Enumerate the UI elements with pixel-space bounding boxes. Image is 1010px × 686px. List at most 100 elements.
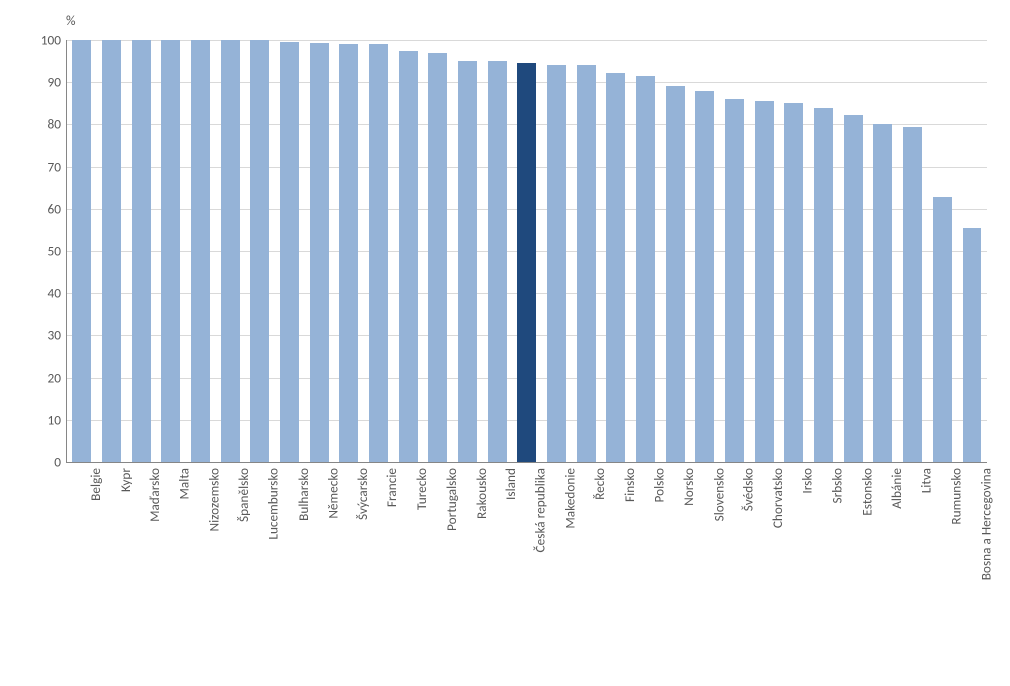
bar xyxy=(606,73,625,462)
bar xyxy=(161,40,180,462)
x-tick-label: Island xyxy=(502,468,519,500)
bar xyxy=(725,99,744,462)
y-axis-unit: % xyxy=(66,12,76,29)
x-tick-label: Albánie xyxy=(888,468,905,509)
bar xyxy=(280,42,299,462)
bar-slot xyxy=(423,40,453,462)
bar-slot xyxy=(156,40,186,462)
bar-chart: 0102030405060708090100%BelgieKyprMaďarsk… xyxy=(0,0,1010,686)
bar xyxy=(250,40,269,462)
bar xyxy=(636,76,655,462)
x-tick-label: Česká republika xyxy=(532,468,549,552)
bar-slot xyxy=(868,40,898,462)
bar-slot xyxy=(215,40,245,462)
bars-group xyxy=(67,40,987,462)
y-tick-label: 20 xyxy=(48,369,67,386)
x-tick-label: Španělsko xyxy=(235,468,252,522)
x-tick-label: Francie xyxy=(384,468,401,507)
y-tick-label: 0 xyxy=(54,454,67,471)
bar xyxy=(755,101,774,462)
y-tick-label: 50 xyxy=(48,243,67,260)
bar xyxy=(695,91,714,462)
bar-slot xyxy=(393,40,423,462)
bar-slot xyxy=(364,40,394,462)
bar-slot xyxy=(927,40,957,462)
bar xyxy=(547,65,566,462)
x-tick-label: Řecko xyxy=(591,468,608,500)
bar-slot xyxy=(957,40,987,462)
y-tick-label: 90 xyxy=(48,74,67,91)
x-tick-label: Nizozemsko xyxy=(206,468,223,531)
bar-slot xyxy=(245,40,275,462)
bar xyxy=(72,40,91,462)
bar-slot xyxy=(690,40,720,462)
bar-slot xyxy=(67,40,97,462)
bar xyxy=(102,40,121,462)
bar xyxy=(577,65,596,462)
bar-slot xyxy=(512,40,542,462)
bar xyxy=(963,228,982,462)
y-tick-label: 70 xyxy=(48,158,67,175)
x-tick-label: Malta xyxy=(176,468,193,499)
x-tick-label: Litva xyxy=(918,468,935,493)
y-tick-label: 60 xyxy=(48,200,67,217)
bar xyxy=(844,115,863,462)
bar xyxy=(517,63,536,462)
bar-slot xyxy=(542,40,572,462)
bar xyxy=(488,61,507,462)
y-tick-label: 80 xyxy=(48,116,67,133)
bar xyxy=(903,127,922,462)
x-tick-label: Rakousko xyxy=(473,468,490,519)
bar-slot xyxy=(601,40,631,462)
x-tick-label: Lucembursko xyxy=(265,468,282,540)
bar-slot xyxy=(97,40,127,462)
bar xyxy=(221,40,240,462)
bar-slot xyxy=(660,40,690,462)
x-tick-label: Estonsko xyxy=(858,468,875,516)
y-tick-label: 40 xyxy=(48,285,67,302)
x-tick-label: Turecko xyxy=(413,468,430,510)
bar-slot xyxy=(631,40,661,462)
bar xyxy=(369,44,388,462)
x-tick-label: Makedonie xyxy=(562,468,579,529)
x-tick-label: Norsko xyxy=(680,468,697,506)
bar-slot xyxy=(186,40,216,462)
y-tick-label: 30 xyxy=(48,327,67,344)
x-tick-label: Belgie xyxy=(87,468,104,501)
bar-slot xyxy=(779,40,809,462)
bar xyxy=(873,124,892,462)
y-tick-label: 100 xyxy=(41,32,67,49)
bar xyxy=(399,51,418,462)
x-tick-label: Kypr xyxy=(117,468,134,492)
bar-slot xyxy=(898,40,928,462)
bar xyxy=(191,40,210,462)
bar xyxy=(814,108,833,462)
plot-area: 0102030405060708090100 xyxy=(66,40,987,463)
bar-slot xyxy=(453,40,483,462)
bar-slot xyxy=(334,40,364,462)
x-tick-label: Rumunsko xyxy=(947,468,964,525)
bar-slot xyxy=(749,40,779,462)
x-tick-label: Finsko xyxy=(621,468,638,502)
x-tick-label: Bulharsko xyxy=(295,468,312,521)
bar xyxy=(784,103,803,462)
x-tick-label: Bosna a Hercegovina xyxy=(977,468,994,580)
x-tick-label: Portugalsko xyxy=(443,468,460,531)
x-tick-label: Polsko xyxy=(651,468,668,502)
x-tick-label: Švýcarsko xyxy=(354,468,371,520)
x-tick-label: Irsko xyxy=(799,468,816,494)
x-tick-label: Maďarsko xyxy=(146,468,163,522)
x-tick-label: Švédsko xyxy=(740,468,757,511)
bar-slot xyxy=(809,40,839,462)
bar xyxy=(310,43,329,462)
bar xyxy=(666,86,685,462)
bar xyxy=(132,40,151,462)
x-tick-label: Slovensko xyxy=(710,468,727,521)
bar-slot xyxy=(482,40,512,462)
bar xyxy=(458,61,477,462)
bar-slot xyxy=(304,40,334,462)
bar-slot xyxy=(126,40,156,462)
y-tick-label: 10 xyxy=(48,411,67,428)
bar-slot xyxy=(571,40,601,462)
x-tick-label: Srbsko xyxy=(829,468,846,503)
